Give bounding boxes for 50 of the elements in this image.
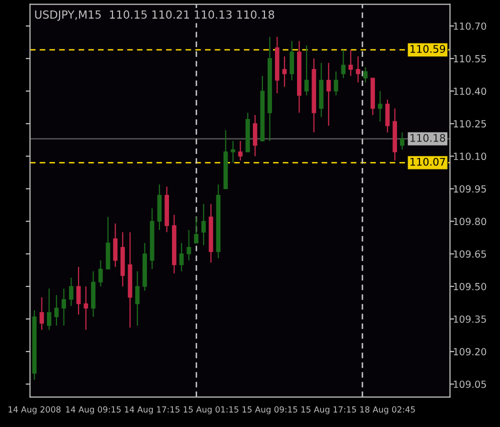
x-tick-label: 14 Aug 09:15 — [66, 406, 121, 414]
y-tick-label: 110.70 — [454, 22, 486, 30]
x-tick-label: 18 Aug 02:45 — [360, 406, 415, 414]
candlestick — [334, 70, 338, 96]
candlestick — [378, 90, 382, 122]
candlestick — [201, 203, 206, 246]
y-tick-label: 109.35 — [454, 315, 486, 323]
candlestick — [98, 260, 103, 287]
candlestick — [46, 288, 52, 330]
candlestick — [326, 62, 331, 126]
y-tick-label: 109.05 — [454, 380, 486, 388]
y-tick-label: 109.50 — [454, 282, 486, 290]
x-tick-label: 15 Aug 17:15 — [301, 406, 356, 414]
candlestick — [252, 114, 258, 157]
candlestick — [385, 99, 390, 133]
y-tick-label: 110.25 — [454, 120, 486, 128]
candlestick — [135, 270, 140, 326]
candlestick — [282, 56, 287, 88]
y-tick-label: 109.65 — [454, 250, 486, 258]
x-tick-label: 15 Aug 09:15 — [242, 406, 298, 414]
candlestick — [363, 66, 368, 83]
candlestick — [40, 296, 44, 330]
candlestick — [62, 288, 66, 326]
ref-line-label: 110.07 — [410, 158, 445, 166]
x-tick-label: 14 Aug 2008 — [8, 406, 61, 414]
x-tick-label: 14 Aug 17:15 — [124, 406, 180, 414]
y-tick-label: 110.40 — [454, 88, 486, 95]
candlestick — [341, 49, 346, 79]
candlestick — [348, 49, 353, 76]
y-tick-label: 109.95 — [454, 185, 486, 193]
ref-line-label: 110.59 — [410, 44, 446, 53]
candlestick — [194, 216, 198, 244]
y-tick-label: 110.10 — [454, 152, 486, 160]
candlestick — [290, 40, 294, 81]
candlestick — [186, 229, 192, 261]
candlestick — [113, 222, 118, 268]
candlestick — [238, 140, 243, 162]
y-tick-label: 109.80 — [454, 218, 486, 226]
text: USDJPY,M15 110.15 110.21 110.13 110.18 — [35, 10, 274, 21]
candlestick — [304, 44, 309, 96]
x-tick-label: 15 Aug 01:15 — [184, 406, 238, 414]
candlestick — [179, 242, 184, 272]
ref-line-label: 110.18 — [410, 134, 446, 142]
candlestick — [76, 266, 81, 316]
y-tick-label: 109.20 — [454, 348, 486, 356]
candlestick — [400, 132, 404, 150]
candlestick — [356, 56, 360, 83]
candlestick — [84, 286, 88, 330]
candlestick — [69, 277, 74, 307]
y-tick-label: 110.55 — [454, 55, 486, 62]
